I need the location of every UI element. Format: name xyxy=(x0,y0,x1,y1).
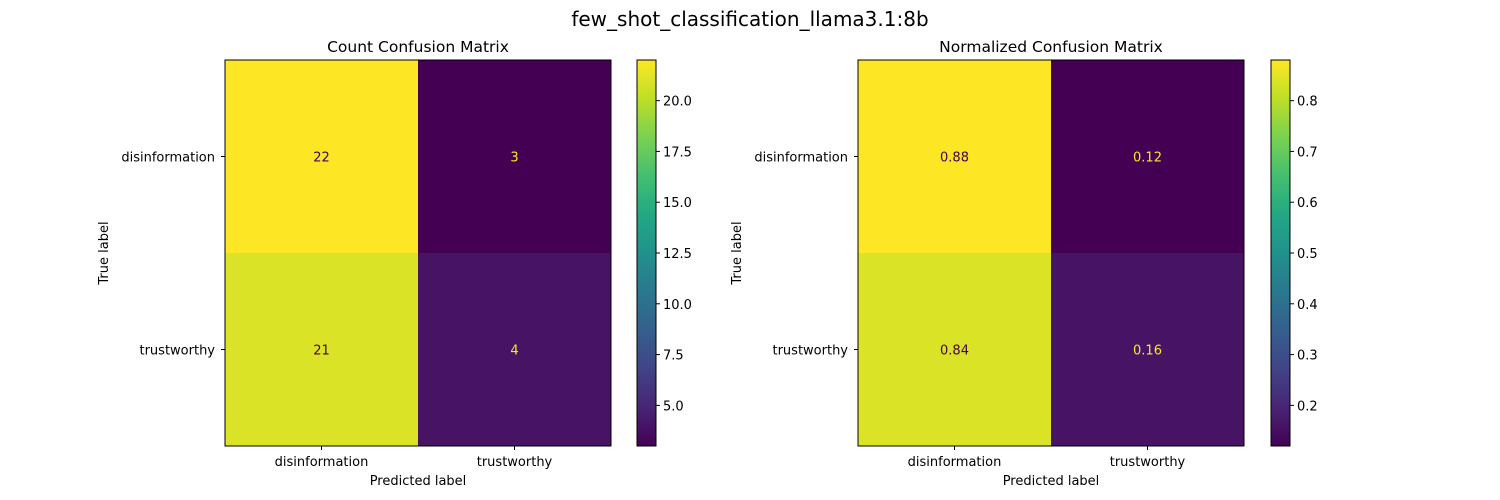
chart1-cell xyxy=(225,253,418,446)
chart2-cell-value-label: 0.84 xyxy=(940,344,969,359)
chart2-colorbar-tick-label: 0.7 xyxy=(1297,145,1318,160)
chart1-cell-value-label: 3 xyxy=(510,151,518,166)
chart1-cell xyxy=(225,60,418,253)
chart2-y-tick-label: disinformation xyxy=(754,151,848,166)
chart2-colorbar-tick-label: 0.4 xyxy=(1297,298,1318,313)
chart1-colorbar-tick-label: 20.0 xyxy=(663,95,692,110)
chart1-panel: 22 3 21 4 Count Confusion Matrix disinformati… xyxy=(97,38,692,489)
chart2-title: Normalized Confusion Matrix xyxy=(939,38,1163,56)
chart2-x-tick-label: trustworthy xyxy=(1110,455,1186,470)
chart1-cell-value-label: 21 xyxy=(313,344,330,359)
chart1-title: Count Confusion Matrix xyxy=(327,38,509,56)
chart2-panel: 0.88 0.12 0.84 0.16 Normalized Confusion Mat… xyxy=(730,38,1318,489)
chart1-y-axis-label: True label xyxy=(97,221,112,285)
chart1-x-tick-label: trustworthy xyxy=(477,455,553,470)
chart1-y-tick-label: trustworthy xyxy=(139,344,215,359)
chart1-colorbar-tick-label: 15.0 xyxy=(663,196,692,211)
chart1-y-tick-label: disinformation xyxy=(121,151,215,166)
chart2-cell-value-label: 0.12 xyxy=(1133,151,1162,166)
chart2-colorbar-tick-label: 0.3 xyxy=(1297,349,1318,364)
chart1-x-axis-label: Predicted label xyxy=(370,474,467,489)
chart2-colorbar-tick-label: 0.6 xyxy=(1297,196,1318,211)
chart1-cell xyxy=(418,253,611,446)
chart1-cell-value-label: 22 xyxy=(313,151,330,166)
chart1-colorbar-tick-label: 17.5 xyxy=(663,145,692,160)
chart2-axes-frame xyxy=(857,59,1245,447)
chart1-cell-value-label: 4 xyxy=(510,344,518,359)
chart2-cell xyxy=(858,60,1051,253)
chart2-y-tick-label: trustworthy xyxy=(772,344,848,359)
chart2-cell-value-label: 0.16 xyxy=(1133,344,1162,359)
chart1-colorbar xyxy=(636,59,657,447)
chart1-colorbar-tick-label: 5.0 xyxy=(663,399,684,414)
chart1-cell xyxy=(418,60,611,253)
figure-title: few_shot_classification_llama3.1:8b xyxy=(571,7,928,31)
chart2-colorbar-tick-label: 0.5 xyxy=(1297,247,1318,262)
chart2-cell xyxy=(1051,60,1244,253)
chart2-cell-value-label: 0.88 xyxy=(940,151,969,166)
chart2-cell xyxy=(858,253,1051,446)
chart2-x-axis-label: Predicted label xyxy=(1003,474,1100,489)
chart1-axes-frame xyxy=(224,59,612,447)
chart2-x-tick-label: disinformation xyxy=(908,455,1002,470)
chart2-colorbar xyxy=(1270,59,1291,447)
chart1-colorbar-tick-label: 12.5 xyxy=(663,247,692,262)
chart2-cell xyxy=(1051,253,1244,446)
chart1-colorbar-tick-label: 10.0 xyxy=(663,298,692,313)
chart1-colorbar-tick-label: 7.5 xyxy=(663,349,684,364)
chart2-colorbar-tick-label: 0.2 xyxy=(1297,399,1318,414)
chart2-colorbar-tick-label: 0.8 xyxy=(1297,95,1318,110)
chart2-y-axis-label: True label xyxy=(730,221,745,285)
chart1-x-tick-label: disinformation xyxy=(275,455,369,470)
